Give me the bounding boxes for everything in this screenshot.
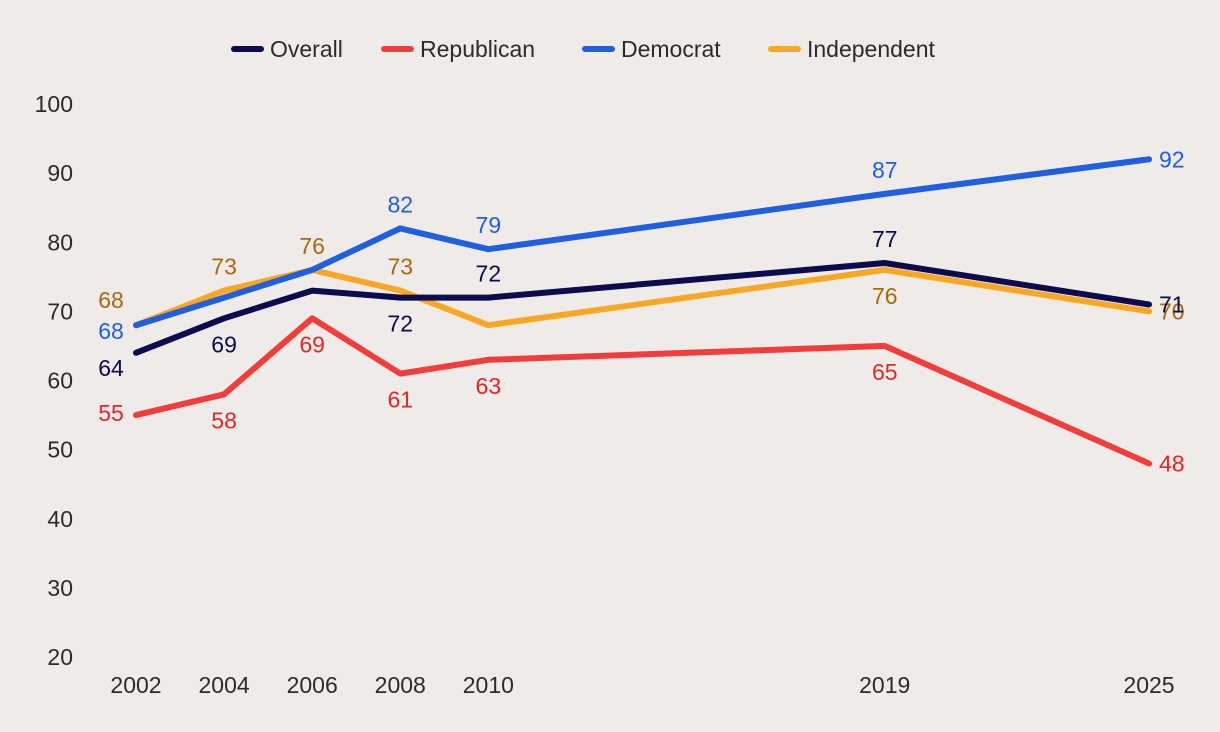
data-label-republican: 69 (299, 331, 325, 357)
data-label-democrat: 87 (872, 157, 898, 183)
legend-label: Overall (270, 36, 343, 62)
data-label-republican: 58 (211, 407, 237, 433)
y-tick-label: 100 (35, 91, 73, 117)
data-label-overall: 77 (872, 226, 898, 252)
data-label-overall: 69 (211, 331, 237, 357)
data-label-republican: 48 (1159, 450, 1185, 476)
data-label-republican: 55 (98, 400, 124, 426)
y-tick-label: 30 (47, 575, 73, 601)
data-label-overall: 64 (98, 355, 124, 381)
legend-item-independent: Independent (768, 36, 936, 62)
x-tick-label: 2025 (1123, 672, 1174, 698)
data-label-republican: 61 (387, 387, 413, 413)
legend-label: Republican (420, 36, 535, 62)
y-tick-label: 40 (47, 506, 73, 532)
legend-item-republican: Republican (381, 36, 535, 62)
legend-label: Democrat (621, 36, 721, 62)
series-line-independent (133, 266, 1152, 329)
data-label-overall: 72 (387, 311, 413, 337)
data-label-independent: 73 (387, 254, 413, 280)
legend-item-overall: Overall (231, 36, 343, 62)
data-label-democrat: 82 (387, 191, 413, 217)
data-label-democrat: 92 (1159, 146, 1185, 172)
series-line-overall (133, 260, 1152, 356)
data-label-independent: 68 (98, 287, 124, 313)
series-lines (133, 156, 1152, 467)
legend: Overall Republican Democrat Independent (231, 36, 936, 62)
x-tick-label: 2004 (199, 672, 250, 698)
data-label-independent: 73 (211, 254, 237, 280)
y-tick-label: 60 (47, 368, 73, 394)
series-line-democrat (133, 156, 1152, 329)
y-tick-label: 80 (47, 229, 73, 255)
data-label-independent: 76 (299, 233, 325, 259)
x-tick-label: 2008 (375, 672, 426, 698)
x-tick-label: 2006 (287, 672, 338, 698)
legend-label: Independent (807, 36, 936, 62)
x-tick-label: 2002 (110, 672, 161, 698)
data-label-independent: 70 (1159, 298, 1185, 324)
data-label-independent: 76 (872, 283, 898, 309)
data-label-republican: 63 (476, 373, 502, 399)
x-tick-label: 2019 (859, 672, 910, 698)
y-tick-label: 70 (47, 298, 73, 324)
data-label-democrat: 68 (98, 318, 124, 344)
data-label-republican: 65 (872, 359, 898, 385)
x-axis: 2002 2004 2006 2008 2010 2019 2025 (110, 672, 1174, 698)
data-label-overall: 71 (1159, 291, 1185, 317)
y-tick-label: 20 (47, 644, 73, 670)
series-line-republican (133, 315, 1152, 467)
data-label-democrat: 79 (476, 212, 502, 238)
x-tick-label: 2010 (463, 672, 514, 698)
y-tick-label: 90 (47, 160, 73, 186)
y-axis: 20 30 40 50 60 70 80 90 100 (35, 91, 73, 670)
data-labels: 68 73 76 73 76 70 68 82 79 87 92 55 58 69 61 63 65 48 64 69… (98, 146, 1184, 476)
legend-item-democrat: Democrat (582, 36, 721, 62)
data-label-overall: 72 (476, 261, 502, 287)
y-tick-label: 50 (47, 437, 73, 463)
